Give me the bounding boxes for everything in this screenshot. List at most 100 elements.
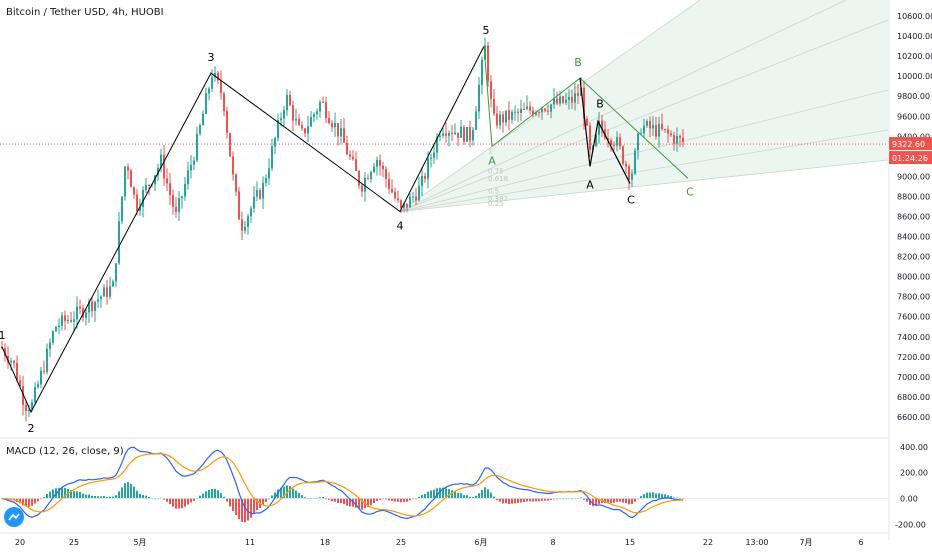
candle-body [547,110,549,112]
time-tick-label: 6 [858,538,863,547]
candle-body [286,94,288,111]
candle-body [34,387,36,403]
candle-body [124,166,126,197]
candle-body [121,196,123,222]
macd-histogram-bar [562,498,564,500]
macd-histogram-bar [190,498,192,503]
candle-body [409,196,411,208]
fan-level-label: 0.5 [488,188,499,196]
macd-histogram-bar [673,497,675,499]
candle-body [367,177,369,179]
macd-histogram-bar [199,495,201,499]
candle-body [421,175,423,186]
macd-histogram-bar [367,498,369,508]
macd-histogram-bar [127,482,129,499]
candle-body [628,166,630,180]
macd-histogram-bar [337,498,339,504]
candle-body [472,129,474,141]
macd-histogram-bar [517,498,519,504]
macd-histogram-bar [235,498,237,516]
macd-histogram-bar [400,498,402,503]
macd-histogram-bar [169,498,171,505]
macd-histogram-bar [421,494,423,499]
candle-body [598,120,600,135]
macd-histogram-bar [664,494,666,499]
candle-body [25,404,27,412]
candle-body [634,150,636,174]
candle-body [445,133,447,136]
candle-body [331,123,333,128]
macd-histogram-bar [670,496,672,499]
candle-body [244,226,246,231]
macd-histogram-bar [358,498,360,509]
candle-body [76,306,78,320]
macd-histogram-bar [409,498,411,501]
fan-level-label: 0.75 [488,168,504,176]
macd-histogram-bar [406,498,408,502]
candle-body [226,111,228,134]
macd-histogram-bar [655,493,657,499]
candle-body [415,196,417,201]
candle-body [319,101,321,112]
candle-body [664,128,666,130]
macd-tick-label: 400.00 [900,443,928,452]
time-tick-label: 8 [550,538,555,547]
candle-body [667,129,669,134]
candle-body [394,192,396,199]
macd-histogram-bar [37,498,39,502]
fan-line [399,89,889,212]
macd-histogram-bar [652,492,654,499]
time-tick-label: 6月 [474,538,487,547]
time-tick-label: 18 [320,538,330,547]
price-tick-label: 7600.00 [897,313,930,322]
candle-body [508,110,510,120]
fan-level-label: 0.618 [488,175,508,183]
macd-histogram-bar [187,498,189,505]
macd-histogram-bar [631,498,633,505]
macd-histogram-bar [439,487,441,499]
candle-body [166,178,168,184]
candle-body [502,114,504,123]
macd-histogram-bar [490,492,492,499]
candle-body [601,120,603,130]
macd-histogram-bar [322,496,324,499]
fan-line [399,19,889,212]
macd-histogram-bar [616,498,618,502]
candle-body [553,98,555,105]
macd-histogram-bar [379,498,381,500]
candle-body [388,178,390,189]
macd-histogram-bar [286,485,288,499]
macd-histogram-bar [580,497,582,499]
candle-body [301,125,303,129]
candle-body [550,104,552,112]
macd-histogram-bar [217,490,219,499]
macd-histogram-bar [247,498,249,521]
candle-body [295,118,297,121]
candle-body [652,125,654,129]
candle-body [160,154,162,168]
candle-body [199,125,201,134]
macd-histogram-bar [457,492,459,499]
macd-histogram-bar [145,495,147,499]
macd-histogram-bar [667,495,669,499]
candle-body [454,132,456,135]
candle-body [55,326,57,332]
macd-histogram-bar [436,488,438,499]
macd-histogram-bar [166,498,168,502]
candle-body [172,195,174,207]
candle-body [631,173,633,180]
candle-body [136,194,138,211]
macd-histogram-bar [466,495,468,499]
macd-histogram-bar [637,498,639,500]
candle-body [643,125,645,134]
tradingview-logo[interactable] [4,507,24,527]
candle-body [373,166,375,173]
candle-body [577,93,579,96]
price-tick-label: 10400.00 [897,32,932,41]
candle-body [340,128,342,137]
candle-body [163,154,165,179]
candle-body [505,110,507,123]
macd-histogram-bar [514,498,516,504]
candle-body [649,121,651,129]
